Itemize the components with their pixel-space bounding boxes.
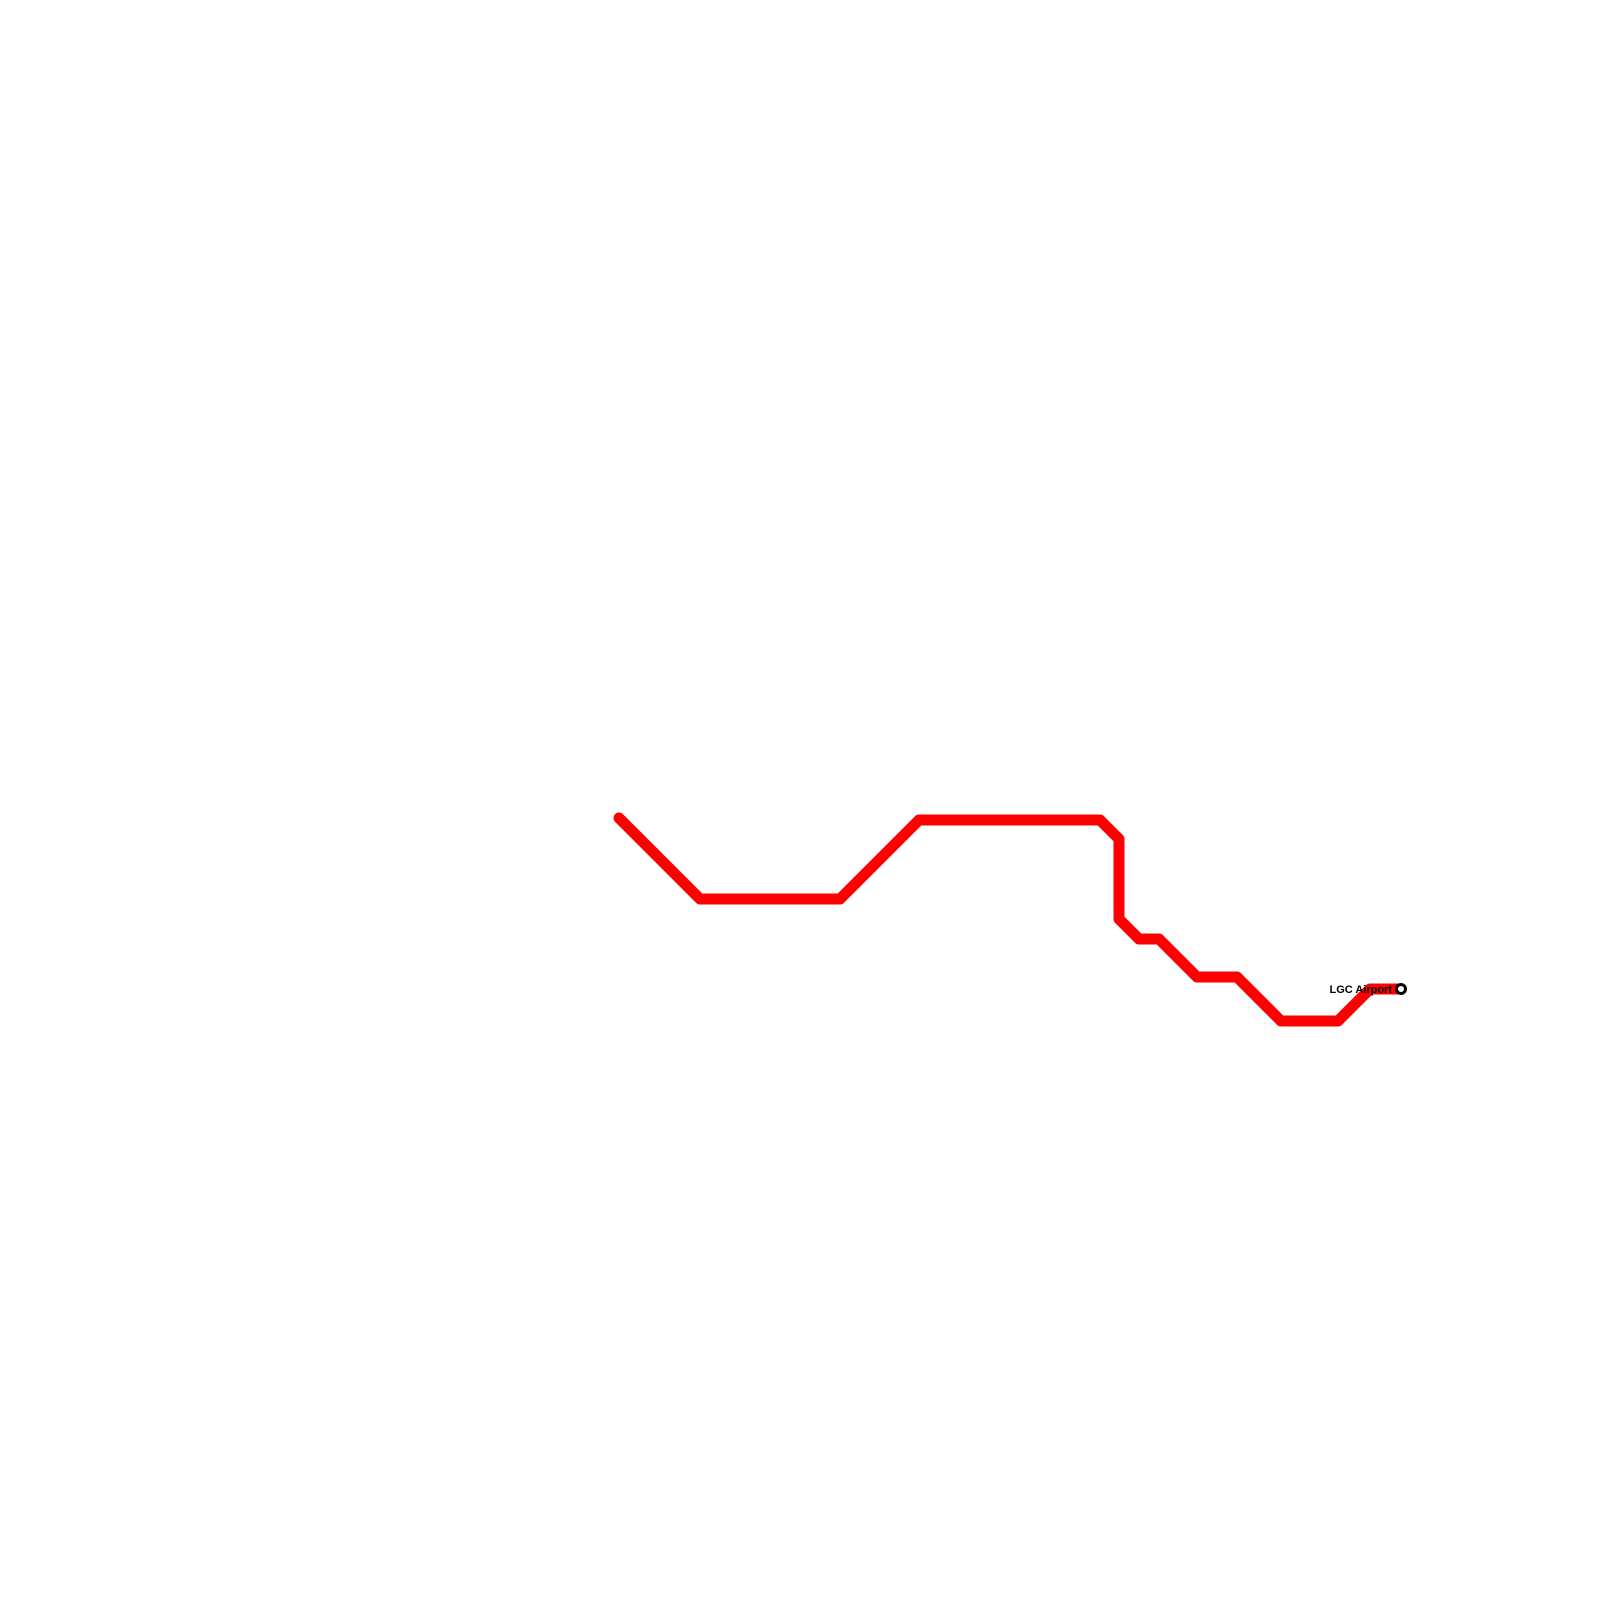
metro-line-red <box>613 812 1407 1027</box>
station-label: LGC Airport <box>1329 984 1392 996</box>
station-marker-icon[interactable] <box>1395 983 1407 995</box>
station-lgc-airport[interactable]: LGC Airport <box>1329 983 1407 996</box>
